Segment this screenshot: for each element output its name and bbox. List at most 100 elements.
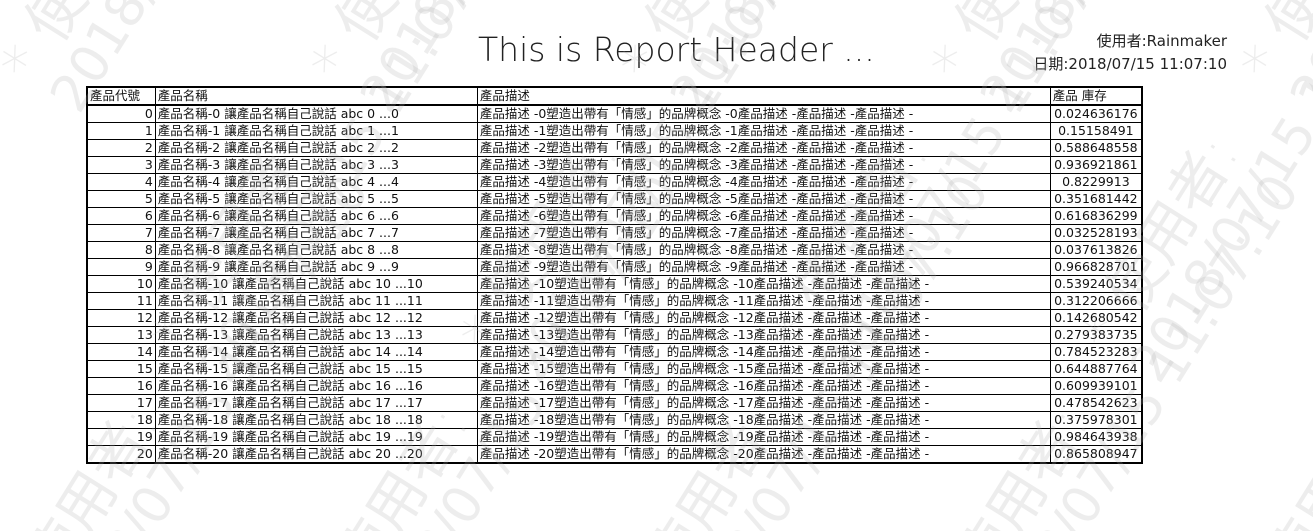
- table-row: 18 產品名稱-18 讓產品名稱自己說話 abc 18 ...18 產品描述 -18…: [86, 411, 1143, 429]
- table-row: 6 產品名稱-6 讓產品名稱自己說話 abc 6 ...6 產品描述 -6塑造出帶有…: [86, 207, 1143, 225]
- table-row: 11 產品名稱-11 讓產品名稱自己說話 abc 11 ...11 產品描述 -11…: [86, 292, 1143, 310]
- watermark-date: 2018/07/15 11:07:10: [1279, 0, 1313, 122]
- table-row: 17 產品名稱-17 讓產品名稱自己說話 abc 17 ...17 產品描述 -17…: [86, 394, 1143, 412]
- cell-product-name: 產品名稱-12 讓產品名稱自己說話 abc 12 ...12: [154, 309, 478, 327]
- cell-product-id: 4: [86, 173, 156, 191]
- cell-product-desc: 產品描述 -0塑造出帶有「情感」的品牌概念 -0產品描述 -產品描述 -產品描述…: [476, 104, 1051, 123]
- cell-product-id: 16: [86, 377, 156, 395]
- table-row: 8 產品名稱-8 讓產品名稱自己說話 abc 8 ...8 產品描述 -8塑造出帶有…: [86, 241, 1143, 259]
- cell-product-id: 2: [86, 139, 156, 157]
- cell-product-stock: 0.966828701: [1049, 258, 1143, 276]
- cell-product-name: 產品名稱-5 讓產品名稱自己說話 abc 5 ...5: [154, 190, 478, 208]
- cell-product-id: 1: [86, 122, 156, 140]
- report-title: This is Report Header ...: [478, 30, 875, 69]
- column-header-product-desc: 產品描述: [476, 86, 1051, 106]
- cell-product-desc: 產品描述 -19塑造出帶有「情感」的品牌概念 -19產品描述 -產品描述 -產品…: [476, 428, 1051, 446]
- cell-product-name: 產品名稱-1 讓產品名稱自己說話 abc 1 ...1: [154, 122, 478, 140]
- watermark-user: * 使用者:: [1227, 0, 1313, 94]
- cell-product-name: 產品名稱-7 讓產品名稱自己說話 abc 7 ...7: [154, 224, 478, 242]
- cell-product-id: 19: [86, 428, 156, 446]
- cell-product-stock: 0.588648558: [1049, 139, 1143, 157]
- cell-product-stock: 0.142680542: [1049, 309, 1143, 327]
- cell-product-desc: 產品描述 -16塑造出帶有「情感」的品牌概念 -16產品描述 -產品描述 -產品…: [476, 377, 1051, 395]
- column-header-product-name: 產品名稱: [154, 86, 478, 106]
- cell-product-desc: 產品描述 -10塑造出帶有「情感」的品牌概念 -10產品描述 -產品描述 -產品…: [476, 275, 1051, 293]
- cell-product-stock: 0.037613826: [1049, 241, 1143, 259]
- cell-product-name: 產品名稱-20 讓產品名稱自己說話 abc 20 ...20: [154, 445, 478, 464]
- table-row: 20 產品名稱-20 讓產品名稱自己說話 abc 20 ...20 產品描述 -20…: [86, 445, 1143, 464]
- cell-product-id: 6: [86, 207, 156, 225]
- table-row: 16 產品名稱-16 讓產品名稱自己說話 abc 16 ...16 產品描述 -16…: [86, 377, 1143, 395]
- table-row: 12 產品名稱-12 讓產品名稱自己說話 abc 12 ...12 產品描述 -12…: [86, 309, 1143, 327]
- cell-product-stock: 0.984643938: [1049, 428, 1143, 446]
- cell-product-name: 產品名稱-11 讓產品名稱自己說話 abc 11 ...11: [154, 292, 478, 310]
- cell-product-desc: 產品描述 -4塑造出帶有「情感」的品牌概念 -4產品描述 -產品描述 -產品描述…: [476, 173, 1051, 191]
- cell-product-stock: 0.539240534: [1049, 275, 1143, 293]
- cell-product-name: 產品名稱-9 讓產品名稱自己說話 abc 9 ...9: [154, 258, 478, 276]
- report-user: 使用者:Rainmaker: [1096, 32, 1227, 50]
- table-header-row: 產品代號 產品名稱 產品描述 產品 庫存: [86, 86, 1143, 106]
- cell-product-stock: 0.279383735: [1049, 326, 1143, 344]
- table-row: 9 產品名稱-9 讓產品名稱自己說話 abc 9 ...9 產品描述 -9塑造出帶有…: [86, 258, 1143, 276]
- cell-product-name: 產品名稱-10 讓產品名稱自己說話 abc 10 ...10: [154, 275, 478, 293]
- table-row: 5 產品名稱-5 讓產品名稱自己說話 abc 5 ...5 產品描述 -5塑造出帶有…: [86, 190, 1143, 208]
- table-row: 4 產品名稱-4 讓產品名稱自己說話 abc 4 ...4 產品描述 -4塑造出帶有…: [86, 173, 1143, 191]
- cell-product-desc: 產品描述 -18塑造出帶有「情感」的品牌概念 -18產品描述 -產品描述 -產品…: [476, 411, 1051, 429]
- cell-product-desc: 產品描述 -9塑造出帶有「情感」的品牌概念 -9產品描述 -產品描述 -產品描述…: [476, 258, 1051, 276]
- cell-product-desc: 產品描述 -1塑造出帶有「情感」的品牌概念 -1產品描述 -產品描述 -產品描述…: [476, 122, 1051, 140]
- table-row: 7 產品名稱-7 讓產品名稱自己說話 abc 7 ...7 產品描述 -7塑造出帶有…: [86, 224, 1143, 242]
- cell-product-desc: 產品描述 -11塑造出帶有「情感」的品牌概念 -11產品描述 -產品描述 -產品…: [476, 292, 1051, 310]
- cell-product-name: 產品名稱-2 讓產品名稱自己說話 abc 2 ...2: [154, 139, 478, 157]
- report-table-wrap: 產品代號 產品名稱 產品描述 產品 庫存 0 產品名稱-0 讓產品名稱自己說話 a…: [86, 86, 1146, 464]
- cell-product-id: 20: [86, 445, 156, 464]
- cell-product-id: 17: [86, 394, 156, 412]
- cell-product-name: 產品名稱-13 讓產品名稱自己說話 abc 13 ...13: [154, 326, 478, 344]
- cell-product-id: 5: [86, 190, 156, 208]
- cell-product-name: 產品名稱-18 讓產品名稱自己說話 abc 18 ...18: [154, 411, 478, 429]
- cell-product-id: 18: [86, 411, 156, 429]
- cell-product-stock: 0.8229913: [1049, 173, 1143, 191]
- table-row: 2 產品名稱-2 讓產品名稱自己說話 abc 2 ...2 產品描述 -2塑造出帶有…: [86, 139, 1143, 157]
- cell-product-id: 14: [86, 343, 156, 361]
- watermark-date: 2018/07/15 11:07:10: [1279, 164, 1313, 531]
- cell-product-desc: 產品描述 -17塑造出帶有「情感」的品牌概念 -17產品描述 -產品描述 -產品…: [476, 394, 1051, 412]
- cell-product-desc: 產品描述 -6塑造出帶有「情感」的品牌概念 -6產品描述 -產品描述 -產品描述…: [476, 207, 1051, 225]
- table-row: 1 產品名稱-1 讓產品名稱自己說話 abc 1 ...1 產品描述 -1塑造出帶有…: [86, 122, 1143, 140]
- cell-product-name: 產品名稱-4 讓產品名稱自己說話 abc 4 ...4: [154, 173, 478, 191]
- cell-product-name: 產品名稱-15 讓產品名稱自己說話 abc 15 ...15: [154, 360, 478, 378]
- cell-product-stock: 0.644887764: [1049, 360, 1143, 378]
- cell-product-id: 12: [86, 309, 156, 327]
- cell-product-name: 產品名稱-17 讓產品名稱自己說話 abc 17 ...17: [154, 394, 478, 412]
- cell-product-stock: 0.15158491: [1049, 122, 1143, 140]
- cell-product-desc: 產品描述 -20塑造出帶有「情感」的品牌概念 -20產品描述 -產品描述 -產品…: [476, 445, 1051, 464]
- table-row: 19 產品名稱-19 讓產品名稱自己說話 abc 19 ...19 產品描述 -19…: [86, 428, 1143, 446]
- cell-product-name: 產品名稱-8 讓產品名稱自己說話 abc 8 ...8: [154, 241, 478, 259]
- cell-product-stock: 0.609939101: [1049, 377, 1143, 395]
- table-row: 15 產品名稱-15 讓產品名稱自己說話 abc 15 ...15 產品描述 -15…: [86, 360, 1143, 378]
- cell-product-id: 11: [86, 292, 156, 310]
- cell-product-stock: 0.024636176: [1049, 104, 1143, 123]
- cell-product-stock: 0.478542623: [1049, 394, 1143, 412]
- table-body: 0 產品名稱-0 讓產品名稱自己說話 abc 0 ...0 產品描述 -0塑造出帶有…: [86, 104, 1143, 464]
- cell-product-desc: 產品描述 -14塑造出帶有「情感」的品牌概念 -14產品描述 -產品描述 -產品…: [476, 343, 1051, 361]
- cell-product-desc: 產品描述 -2塑造出帶有「情感」的品牌概念 -2產品描述 -產品描述 -產品描述…: [476, 139, 1051, 157]
- report-meta: 使用者:Rainmaker 日期:2018/07/15 11:07:10: [1033, 30, 1227, 76]
- cell-product-stock: 0.351681442: [1049, 190, 1143, 208]
- cell-product-id: 9: [86, 258, 156, 276]
- cell-product-desc: 產品描述 -8塑造出帶有「情感」的品牌概念 -8產品描述 -產品描述 -產品描述…: [476, 241, 1051, 259]
- cell-product-id: 15: [86, 360, 156, 378]
- cell-product-stock: 0.312206666: [1049, 292, 1143, 310]
- cell-product-stock: 0.375978301: [1049, 411, 1143, 429]
- cell-product-id: 8: [86, 241, 156, 259]
- cell-product-name: 產品名稱-19 讓產品名稱自己說話 abc 19 ...19: [154, 428, 478, 446]
- cell-product-id: 0: [86, 104, 156, 123]
- watermark-user: * 使用者:: [0, 0, 333, 94]
- cell-product-id: 13: [86, 326, 156, 344]
- watermark-user: * 使用者:: [1227, 393, 1313, 531]
- cell-product-name: 產品名稱-3 讓產品名稱自己說話 abc 3 ...3: [154, 156, 478, 174]
- cell-product-name: 產品名稱-6 讓產品名稱自己說話 abc 6 ...6: [154, 207, 478, 225]
- cell-product-id: 3: [86, 156, 156, 174]
- cell-product-desc: 產品描述 -15塑造出帶有「情感」的品牌概念 -15產品描述 -產品描述 -產品…: [476, 360, 1051, 378]
- cell-product-desc: 產品描述 -3塑造出帶有「情感」的品牌概念 -3產品描述 -產品描述 -產品描述…: [476, 156, 1051, 174]
